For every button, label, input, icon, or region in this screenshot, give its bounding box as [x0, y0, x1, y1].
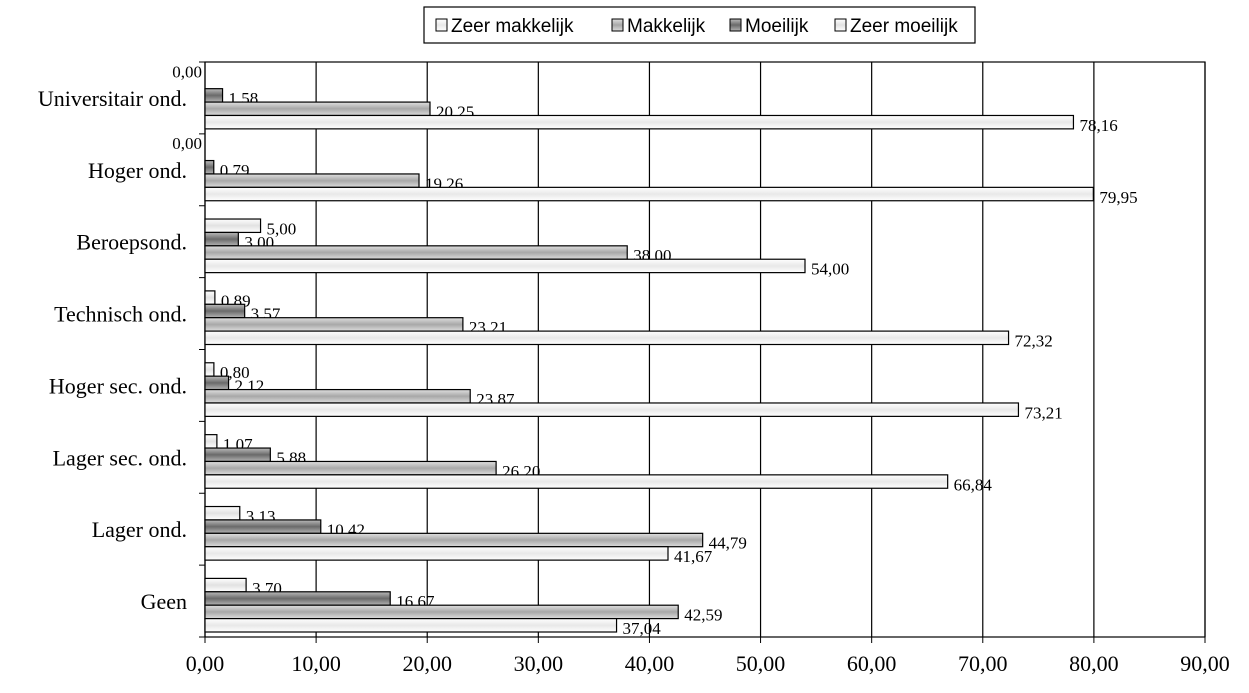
bar-moeilijk	[204, 519, 322, 534]
x-tick-label: 60,00	[847, 651, 897, 676]
bar-zeer-makkelijk	[204, 186, 1094, 202]
legend-swatch-makkelijk	[611, 18, 624, 32]
bar-makkelijk	[204, 388, 471, 404]
x-tick-label: 80,00	[1069, 651, 1119, 676]
bar-moeilijk	[204, 591, 391, 606]
bar-makkelijk	[204, 317, 464, 332]
category-label: Hoger ond.	[88, 158, 187, 183]
bar-zeer-moeilijk	[204, 362, 215, 377]
category-label: Hoger sec. ond.	[49, 373, 187, 398]
x-tick-label: 30,00	[514, 651, 564, 676]
plot-area: 0,00 10,00 20,00 30,00 40,00 50,00 60,00 70,00 8…	[38, 61, 1230, 676]
data-label: 37,04	[623, 619, 662, 638]
legend-swatch-moeilijk	[729, 18, 742, 32]
bar-zeer-makkelijk	[204, 474, 949, 489]
bar-zeer-makkelijk	[204, 330, 1010, 346]
legend-label-makkelijk: Makkelijk	[627, 16, 706, 37]
bar-makkelijk	[204, 604, 679, 620]
data-label: 79,95	[1099, 188, 1137, 207]
bar-moeilijk	[204, 375, 230, 391]
x-tick-label: 50,00	[736, 651, 786, 676]
category-label: Universitair ond.	[38, 86, 187, 111]
bar-moeilijk	[204, 447, 271, 463]
bar-makkelijk	[204, 101, 431, 117]
x-tick-label: 90,00	[1180, 651, 1230, 676]
bar-moeilijk	[204, 303, 246, 319]
legend-box	[423, 6, 976, 44]
category-label: Lager sec. ond.	[53, 445, 187, 470]
bar-zeer-moeilijk	[204, 505, 241, 521]
data-label: 42,59	[684, 606, 722, 625]
bar-zeer-makkelijk	[204, 617, 618, 633]
bar-zeer-makkelijk	[204, 402, 1020, 417]
bar-zeer-moeilijk	[204, 290, 216, 305]
legend-label-zeer-makkelijk: Zeer makkelijk	[451, 16, 574, 37]
legend-label-zeer-moeilijk: Zeer moeilijk	[850, 16, 958, 37]
bar-makkelijk	[204, 460, 497, 476]
x-tick-label: 40,00	[625, 651, 675, 676]
data-label: 73,21	[1024, 403, 1062, 422]
bar-makkelijk	[204, 532, 704, 548]
legend: Zeer makkelijk Makkelijk Moeilijk Zeer moei…	[423, 6, 976, 44]
x-tick-label: 70,00	[958, 651, 1008, 676]
data-label: 44,79	[709, 534, 747, 553]
bar-makkelijk	[204, 173, 420, 188]
data-label: 72,32	[1015, 332, 1053, 351]
bar-zeer-makkelijk	[204, 546, 669, 561]
bar-zeer-makkelijk	[204, 258, 806, 274]
x-tick-label: 20,00	[402, 651, 452, 676]
bar-moeilijk	[204, 88, 224, 103]
legend-label-moeilijk: Moeilijk	[745, 16, 809, 37]
bar-moeilijk	[204, 159, 215, 175]
data-label: 78,16	[1079, 116, 1117, 135]
category-label: Technisch ond.	[54, 302, 187, 327]
bar-makkelijk	[204, 245, 628, 260]
bar-zeer-makkelijk	[204, 114, 1075, 130]
bar-zeer-moeilijk	[204, 218, 262, 234]
legend-swatch-zeer-moeilijk	[834, 18, 847, 32]
bar-zeer-moeilijk	[204, 434, 218, 449]
bar-zeer-moeilijk	[204, 577, 247, 593]
data-label: 54,00	[811, 260, 849, 279]
category-label: Geen	[141, 589, 187, 614]
bar-moeilijk	[204, 231, 239, 247]
data-label: 0,00	[172, 62, 202, 81]
data-label: 41,67	[674, 547, 713, 566]
legend-swatch-zeer-makkelijk	[435, 18, 448, 32]
category-label: Beroepsond.	[76, 230, 187, 255]
x-tick-label: 10,00	[291, 651, 341, 676]
data-label: 5,00	[267, 219, 297, 238]
x-tick-label: 0,00	[186, 651, 225, 676]
data-label: 66,84	[954, 475, 993, 494]
data-label: 0,00	[172, 134, 202, 153]
category-label: Lager ond.	[92, 517, 187, 542]
